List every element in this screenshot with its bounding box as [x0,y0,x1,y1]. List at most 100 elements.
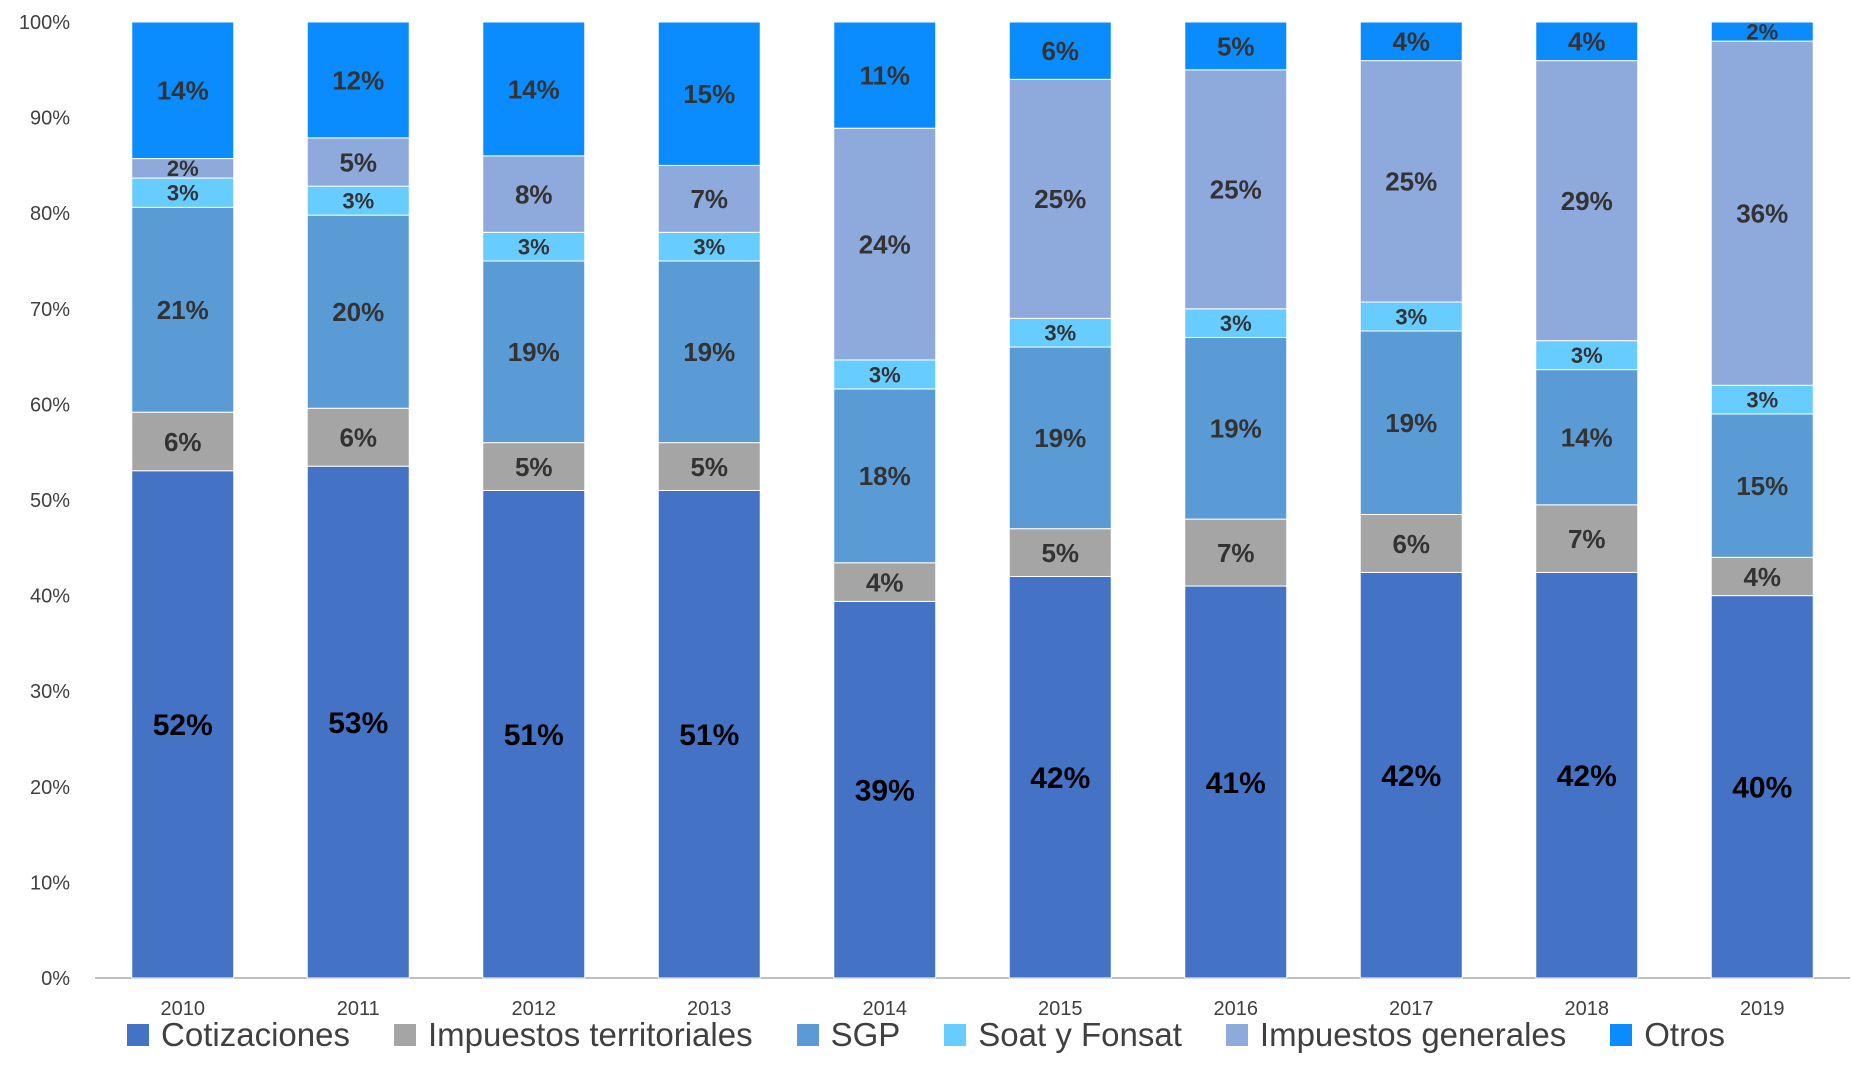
data-label: 8% [515,179,553,209]
bar-segment [833,21,937,129]
bar-segment [1359,330,1463,515]
legend-label: Otros [1644,1016,1725,1053]
data-label: 19% [1385,408,1437,438]
data-label: 14% [157,76,209,106]
data-label: 14% [508,74,560,104]
x-tick-label: 2019 [1740,998,1785,1020]
bar-segment [306,137,410,187]
y-tick-label: 40% [30,586,70,608]
bar-segment [1710,413,1814,558]
data-labels: 52%6%21%3%2%14%53%6%20%3%5%12%51%5%19%3%… [153,19,1793,807]
data-label: 41% [1206,767,1266,800]
legend-label: Impuestos generales [1259,1016,1567,1053]
data-label: 19% [1210,414,1262,444]
legend-item: Soat y Fonsat [944,1016,1182,1054]
x-tick-label: 2018 [1565,998,1610,1020]
legend-label: Impuestos territoriales [427,1016,753,1053]
bar-segment [657,489,761,979]
legend-label: Soat y Fonsat [978,1016,1182,1053]
data-label: 3% [1571,343,1603,368]
bar-segment [131,177,235,208]
data-label: 36% [1736,199,1788,229]
bar-segment [482,260,586,444]
data-label: 5% [515,452,553,482]
bar-segment [1008,528,1112,577]
data-label: 18% [859,461,911,491]
data-label: 3% [869,362,901,387]
bar-segment [306,465,410,979]
data-label: 42% [1557,760,1617,793]
x-tick-label: 2012 [512,998,557,1020]
data-label: 14% [1561,423,1613,453]
legend-item: Impuestos territoriales [393,1016,753,1054]
bar-segment [657,442,761,491]
bar-segment [131,206,235,413]
bar-segment [1535,340,1639,371]
bar-segment [482,155,586,233]
y-tick-label: 90% [30,108,70,130]
data-label: 3% [1395,304,1427,329]
data-label: 2% [1746,19,1778,44]
bar-segment [657,231,761,262]
bar-segment [1184,69,1288,310]
y-tick-label: 70% [30,299,70,321]
bar-segment [1008,346,1112,530]
data-label: 15% [683,79,735,109]
bar-segment [1535,369,1639,506]
data-label: 52% [153,709,213,742]
data-label: 53% [328,707,388,740]
bar-segment [833,359,937,390]
y-tick-label: 50% [30,490,70,512]
x-tick-label: 2017 [1389,998,1434,1020]
legend-item: SGP [796,1016,900,1054]
x-tick-label: 2010 [161,998,206,1020]
data-label: 6% [164,427,202,457]
data-label: 7% [1217,538,1255,568]
x-tick-label: 2013 [687,998,732,1020]
legend-item: Impuestos generales [1225,1016,1567,1054]
data-label: 29% [1561,186,1613,216]
bar-segment [1535,571,1639,979]
bar-segment [306,21,410,139]
data-label: 4% [1568,27,1606,57]
bar-segment [306,185,410,216]
data-label: 19% [1034,423,1086,453]
data-label: 3% [518,235,550,260]
bar-segment [1710,595,1814,979]
bar-segment [1359,513,1463,573]
data-label: 2% [167,156,199,181]
bar-segment [482,489,586,979]
y-tick-label: 10% [30,872,70,894]
bar-segment [833,127,937,361]
data-label: 39% [855,774,915,807]
bar-segment [657,260,761,444]
data-label: 51% [679,719,739,752]
data-label: 6% [339,423,377,453]
data-label: 19% [508,337,560,367]
y-tick-label: 80% [30,203,70,225]
data-label: 3% [1746,388,1778,413]
x-tick-label: 2014 [863,998,908,1020]
data-label: 5% [1217,31,1255,61]
bar-segment [1535,60,1639,342]
legend: Cotizaciones Impuestos territoriales SGP So… [0,1010,1852,1060]
data-label: 3% [342,189,374,214]
x-tick-label: 2011 [337,998,380,1020]
data-label: 5% [339,147,377,177]
bar-segment [482,21,586,157]
data-label: 19% [683,337,735,367]
bar-segment [1008,575,1112,979]
bar-segment [131,21,235,160]
data-label: 51% [504,719,564,752]
data-label: 5% [1041,538,1079,568]
bar-segment [1535,21,1639,62]
bar-segment [131,470,235,979]
x-tick-label: 2015 [1038,998,1083,1020]
y-tick-label: 0% [41,968,70,990]
bar-segment [657,21,761,166]
bar-segment [1184,21,1288,71]
data-label: 4% [1392,27,1430,57]
bar-segment [131,411,235,472]
data-label: 25% [1034,184,1086,214]
